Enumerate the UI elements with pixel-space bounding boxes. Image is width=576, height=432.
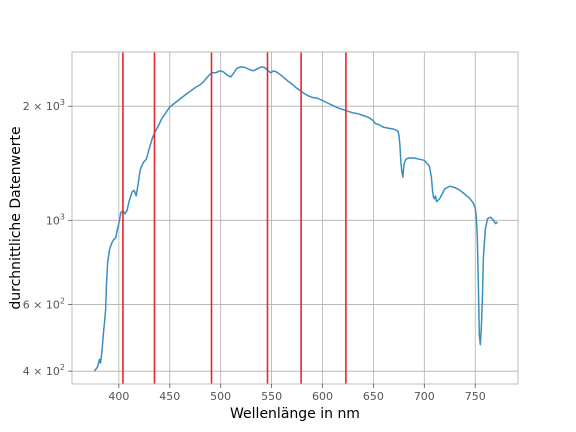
y-axis-label: durchnittliche Datenwerte bbox=[8, 126, 24, 309]
y-tick-label: 6 × 102 bbox=[23, 296, 65, 311]
x-tick-label: 450 bbox=[159, 390, 180, 403]
x-tick-label: 650 bbox=[363, 390, 384, 403]
x-tick-label: 550 bbox=[261, 390, 282, 403]
spectrum-line bbox=[93, 66, 499, 372]
x-tick-label: 500 bbox=[210, 390, 231, 403]
y-tick-exponent: 3 bbox=[60, 98, 65, 107]
grid-layer bbox=[72, 52, 518, 384]
plot-frame bbox=[71, 51, 519, 385]
y-tick-exponent: 3 bbox=[60, 212, 65, 221]
x-axis-label: Wellenlänge in nm bbox=[230, 406, 360, 422]
y-tick-exponent: 2 bbox=[60, 296, 65, 305]
y-tick-exponent: 2 bbox=[60, 363, 65, 372]
y-tick-base: 2 × 10 bbox=[23, 100, 60, 113]
x-tick-label: 400 bbox=[108, 390, 129, 403]
y-tick-label: 4 × 102 bbox=[23, 363, 65, 378]
y-tick-base: 4 × 10 bbox=[23, 365, 60, 378]
vertical-marker-lines bbox=[122, 52, 347, 384]
y-tick-base: 6 × 10 bbox=[23, 298, 60, 311]
y-tick-label: 2 × 103 bbox=[23, 98, 65, 113]
x-tick-label: 600 bbox=[312, 390, 333, 403]
x-tick-label: 750 bbox=[465, 390, 486, 403]
data-layer bbox=[93, 66, 499, 372]
y-tick-base: 10 bbox=[46, 214, 60, 227]
x-tick-label: 700 bbox=[414, 390, 435, 403]
y-tick-label: 103 bbox=[46, 212, 65, 227]
